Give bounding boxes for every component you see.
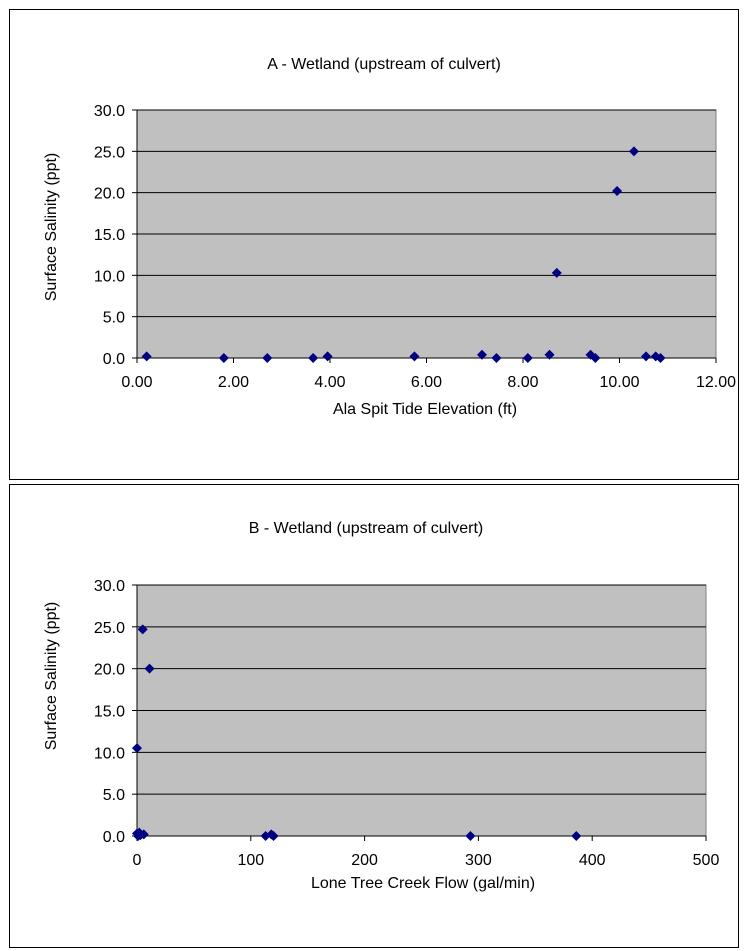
chart-0-xtick-label: 6.00 [411,374,442,391]
chart-1-ytick-label: 15.0 [94,704,125,721]
chart-0-plot: 0.0 5.0 10.0 15.0 20.0 25.0 30.0 0.00 2.00 4.00 6.… [94,103,736,391]
chart-b-xlabel: Lone Tree Creek Flow (gal/min) [311,875,535,892]
chart-0-data-point [628,146,639,157]
chart-1-ytick-label: 20.0 [94,662,125,679]
chart-0-data-point [409,351,420,362]
chart-1-plot: 0.0 5.0 10.0 15.0 20.0 25.0 30.0 0 100 200 300 400 5… [94,578,720,869]
chart-1-data-point [138,829,149,840]
chart-1-data-point [144,663,155,674]
chart-0-ytick-label: 25.0 [94,144,125,161]
chart-1-xtick-label: 100 [237,852,264,869]
chart-0-xtick-label: 4.00 [314,374,345,391]
chart-0-data-point [551,267,562,278]
chart-0-xtick-label: 10.00 [599,374,639,391]
chart-b-title: B - Wetland (upstream of culvert) [249,520,483,537]
chart-1-ytick-label: 0.0 [103,829,125,846]
chart-a-ylabel: Surface Salinity (ppt) [43,153,60,302]
chart-0-ytick-label: 15.0 [94,227,125,244]
chart-1-ytick-label: 30.0 [94,578,125,595]
chart-1-data-point [132,743,142,754]
chart-0-data-point [522,353,533,363]
chart-0-data-point [544,349,555,360]
chart-0-data-point [262,353,273,363]
chart-0-xtick-label: 8.00 [507,374,538,391]
chart-1-xtick-label: 500 [693,852,720,869]
chart-a-title: A - Wetland (upstream of culvert) [267,56,501,73]
chart-0-data-point [641,351,652,362]
chart-0-data-point [590,353,601,363]
chart-0-data-point [218,353,229,363]
chart-1-data-point [268,831,279,841]
chart-0-data-point [612,186,623,197]
chart-b-ylabel: Surface Salinity (ppt) [43,602,60,751]
chart-0-ytick-label: 0.0 [103,351,125,368]
chart-0-ytick-label: 10.0 [94,268,125,285]
chart-1-data-point [571,831,582,841]
chart-1-ytick-label: 10.0 [94,745,125,762]
chart-1-data-point [137,624,148,635]
chart-1-ytick-label: 5.0 [103,787,125,804]
chart-0-data-point [655,353,666,363]
chart-0-ytick-label: 5.0 [103,310,125,327]
chart-1-xtick-label: 0 [133,852,142,869]
chart-0-data-point [141,351,152,362]
chart-0-xtick-label: 12.00 [696,374,736,391]
chart-0-xtick-label: 0.00 [121,374,152,391]
chart-1-ytick-label: 25.0 [94,620,125,637]
chart-1-xtick-label: 400 [579,852,606,869]
chart-0-data-point [476,349,487,360]
chart-1-data-point [465,831,476,841]
chart-0-xtick-label: 2.00 [218,374,249,391]
chart-1-xtick-label: 300 [465,852,492,869]
chart-0-data-point [322,351,333,362]
chart-a-xlabel: Ala Spit Tide Elevation (ft) [333,401,517,418]
chart-0-ytick-label: 30.0 [94,103,125,120]
chart-0-data-point [491,353,502,363]
chart-0-ytick-label: 20.0 [94,186,125,203]
chart-1-xtick-label: 200 [351,852,378,869]
chart-0-data-point [308,353,319,363]
